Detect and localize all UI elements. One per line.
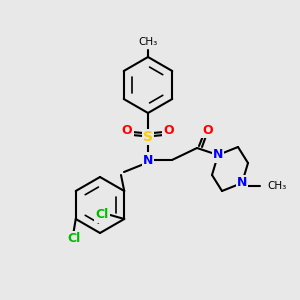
Text: CH₃: CH₃	[267, 181, 286, 191]
Text: S: S	[143, 130, 153, 144]
Text: O: O	[122, 124, 132, 136]
Text: O: O	[203, 124, 213, 136]
Text: Cl: Cl	[96, 208, 109, 221]
Text: Cl: Cl	[67, 232, 80, 245]
Text: N: N	[213, 148, 223, 161]
Text: O: O	[164, 124, 174, 136]
Text: N: N	[143, 154, 153, 166]
Text: CH₃: CH₃	[138, 37, 158, 47]
Text: N: N	[237, 176, 247, 190]
